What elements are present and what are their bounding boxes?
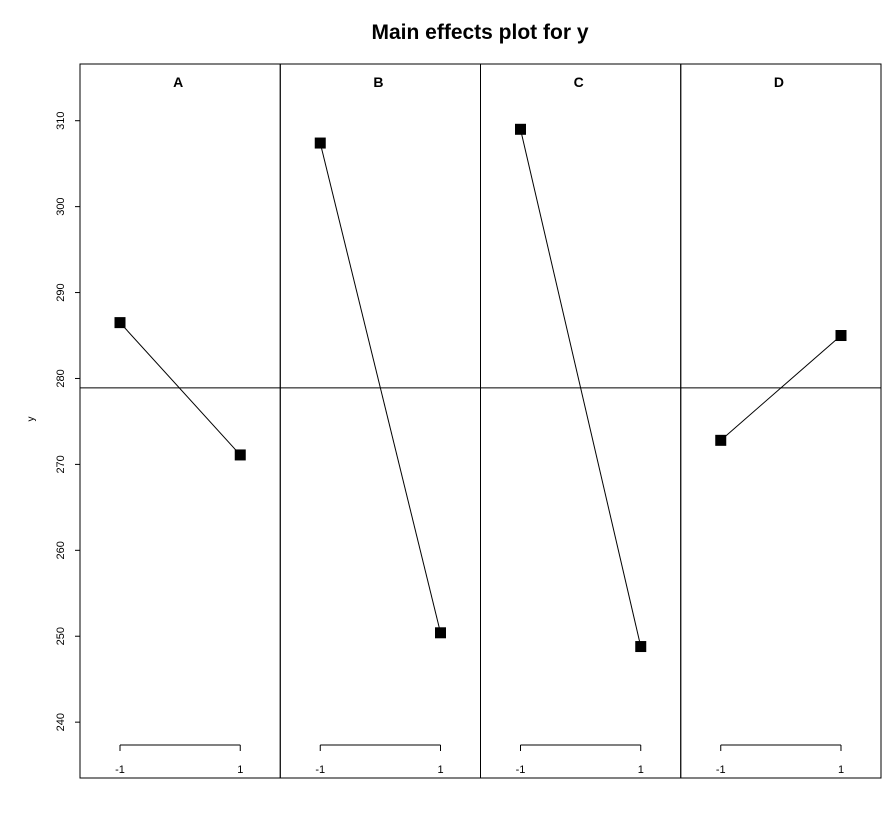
panel-frame — [680, 63, 882, 779]
chart-title: Main effects plot for y — [371, 21, 588, 44]
y-tick-label: 270 — [55, 455, 67, 473]
x-tick-label: -1 — [516, 764, 526, 776]
x-tick-label: -1 — [315, 764, 325, 776]
panel-title: D — [774, 74, 784, 90]
panel-d: D -1 1 — [680, 63, 882, 779]
y-tick-label: 300 — [55, 197, 67, 215]
panel-frame — [79, 63, 281, 779]
y-tick-label: 290 — [55, 283, 67, 301]
x-tick-label: -1 — [716, 764, 726, 776]
panel-a: A -1 1 — [79, 63, 281, 779]
x-tick-label: 1 — [838, 764, 844, 776]
panel-frame — [480, 63, 682, 779]
y-tick-label: 280 — [55, 369, 67, 387]
x-tick-label: 1 — [437, 764, 443, 776]
data-point — [635, 641, 647, 653]
panel-c: C -1 1 — [480, 63, 682, 779]
x-tick-label: -1 — [115, 764, 125, 776]
y-axis-label: y — [26, 417, 37, 422]
data-point — [835, 330, 847, 342]
y-axis: 240 250 260 270 280 290 300 310 — [55, 112, 80, 731]
x-tick-label: 1 — [638, 764, 644, 776]
data-point — [114, 317, 126, 329]
panels: A -1 1 B -1 1 C -1 1 D -1 1 — [79, 63, 882, 779]
y-tick-label: 260 — [55, 541, 67, 559]
panel-b: B -1 1 — [279, 63, 481, 779]
y-tick-label: 240 — [55, 713, 67, 731]
effect-line — [520, 129, 642, 647]
data-point — [234, 449, 246, 461]
panel-title: A — [173, 74, 183, 90]
panel-title: C — [574, 74, 584, 90]
effect-line — [720, 335, 842, 441]
data-point — [715, 434, 727, 446]
x-tick-label: 1 — [237, 764, 243, 776]
data-point — [515, 123, 526, 135]
data-point — [314, 137, 326, 149]
panel-frame — [279, 63, 481, 779]
effect-line — [119, 322, 241, 456]
data-point — [435, 627, 446, 639]
panel-title: B — [373, 74, 383, 90]
y-tick-label: 310 — [55, 112, 67, 130]
y-tick-label: 250 — [55, 627, 67, 645]
effect-line — [319, 142, 441, 633]
